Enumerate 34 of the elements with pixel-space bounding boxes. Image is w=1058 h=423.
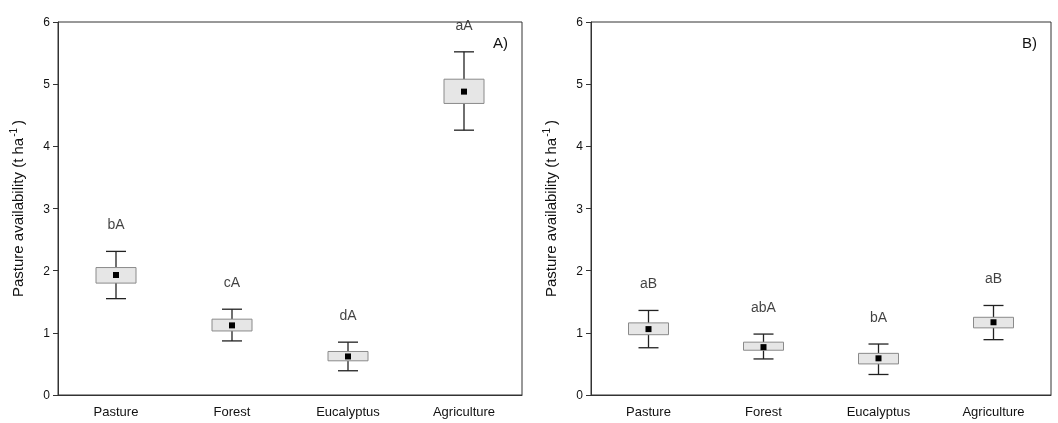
y-tick-label: 4 xyxy=(576,139,584,154)
annotation: aB xyxy=(984,270,1003,287)
y-tick-label: 1 xyxy=(43,325,51,340)
x-tick-label: Agriculture xyxy=(962,404,1025,419)
x-tick-label: Pasture xyxy=(626,404,671,419)
y-tick-label: 6 xyxy=(43,15,51,29)
y-tick-label: 5 xyxy=(43,77,51,92)
y-tick-label: 3 xyxy=(43,201,51,216)
x-tick-label: Forest xyxy=(745,404,783,419)
x-tick-label: Pasture xyxy=(93,404,139,419)
y-tick-label: 4 xyxy=(43,139,51,154)
y-tick-label: 0 xyxy=(576,388,584,402)
annotation: bA xyxy=(869,309,888,326)
y-axis-title: Pasture availability (t ha-1) xyxy=(7,119,26,298)
y-tick-label: 0 xyxy=(43,388,51,402)
annotation: aB xyxy=(639,275,658,292)
annotation: bA xyxy=(107,216,126,233)
x-tick-label: Eucalyptus xyxy=(316,404,381,419)
annotation: abA xyxy=(751,299,777,316)
annotation: aA xyxy=(455,16,474,33)
x-tick-label: Agriculture xyxy=(432,404,496,419)
y-tick-label: 3 xyxy=(576,201,584,216)
annotation: dA xyxy=(339,307,358,324)
text: A) xyxy=(493,34,508,51)
y-tick-label: 5 xyxy=(576,77,584,92)
y-tick-label: 2 xyxy=(43,263,51,278)
y-tick-label: 6 xyxy=(576,15,584,29)
text: B) xyxy=(1022,34,1037,51)
x-tick-label: Eucalyptus xyxy=(846,404,911,419)
x-tick-label: Forest xyxy=(213,404,251,419)
y-axis-title: Pasture availability (t ha-1) xyxy=(540,119,559,298)
y-tick-label: 1 xyxy=(576,325,584,340)
annotation: cA xyxy=(223,274,241,291)
y-tick-label: 2 xyxy=(576,263,584,278)
